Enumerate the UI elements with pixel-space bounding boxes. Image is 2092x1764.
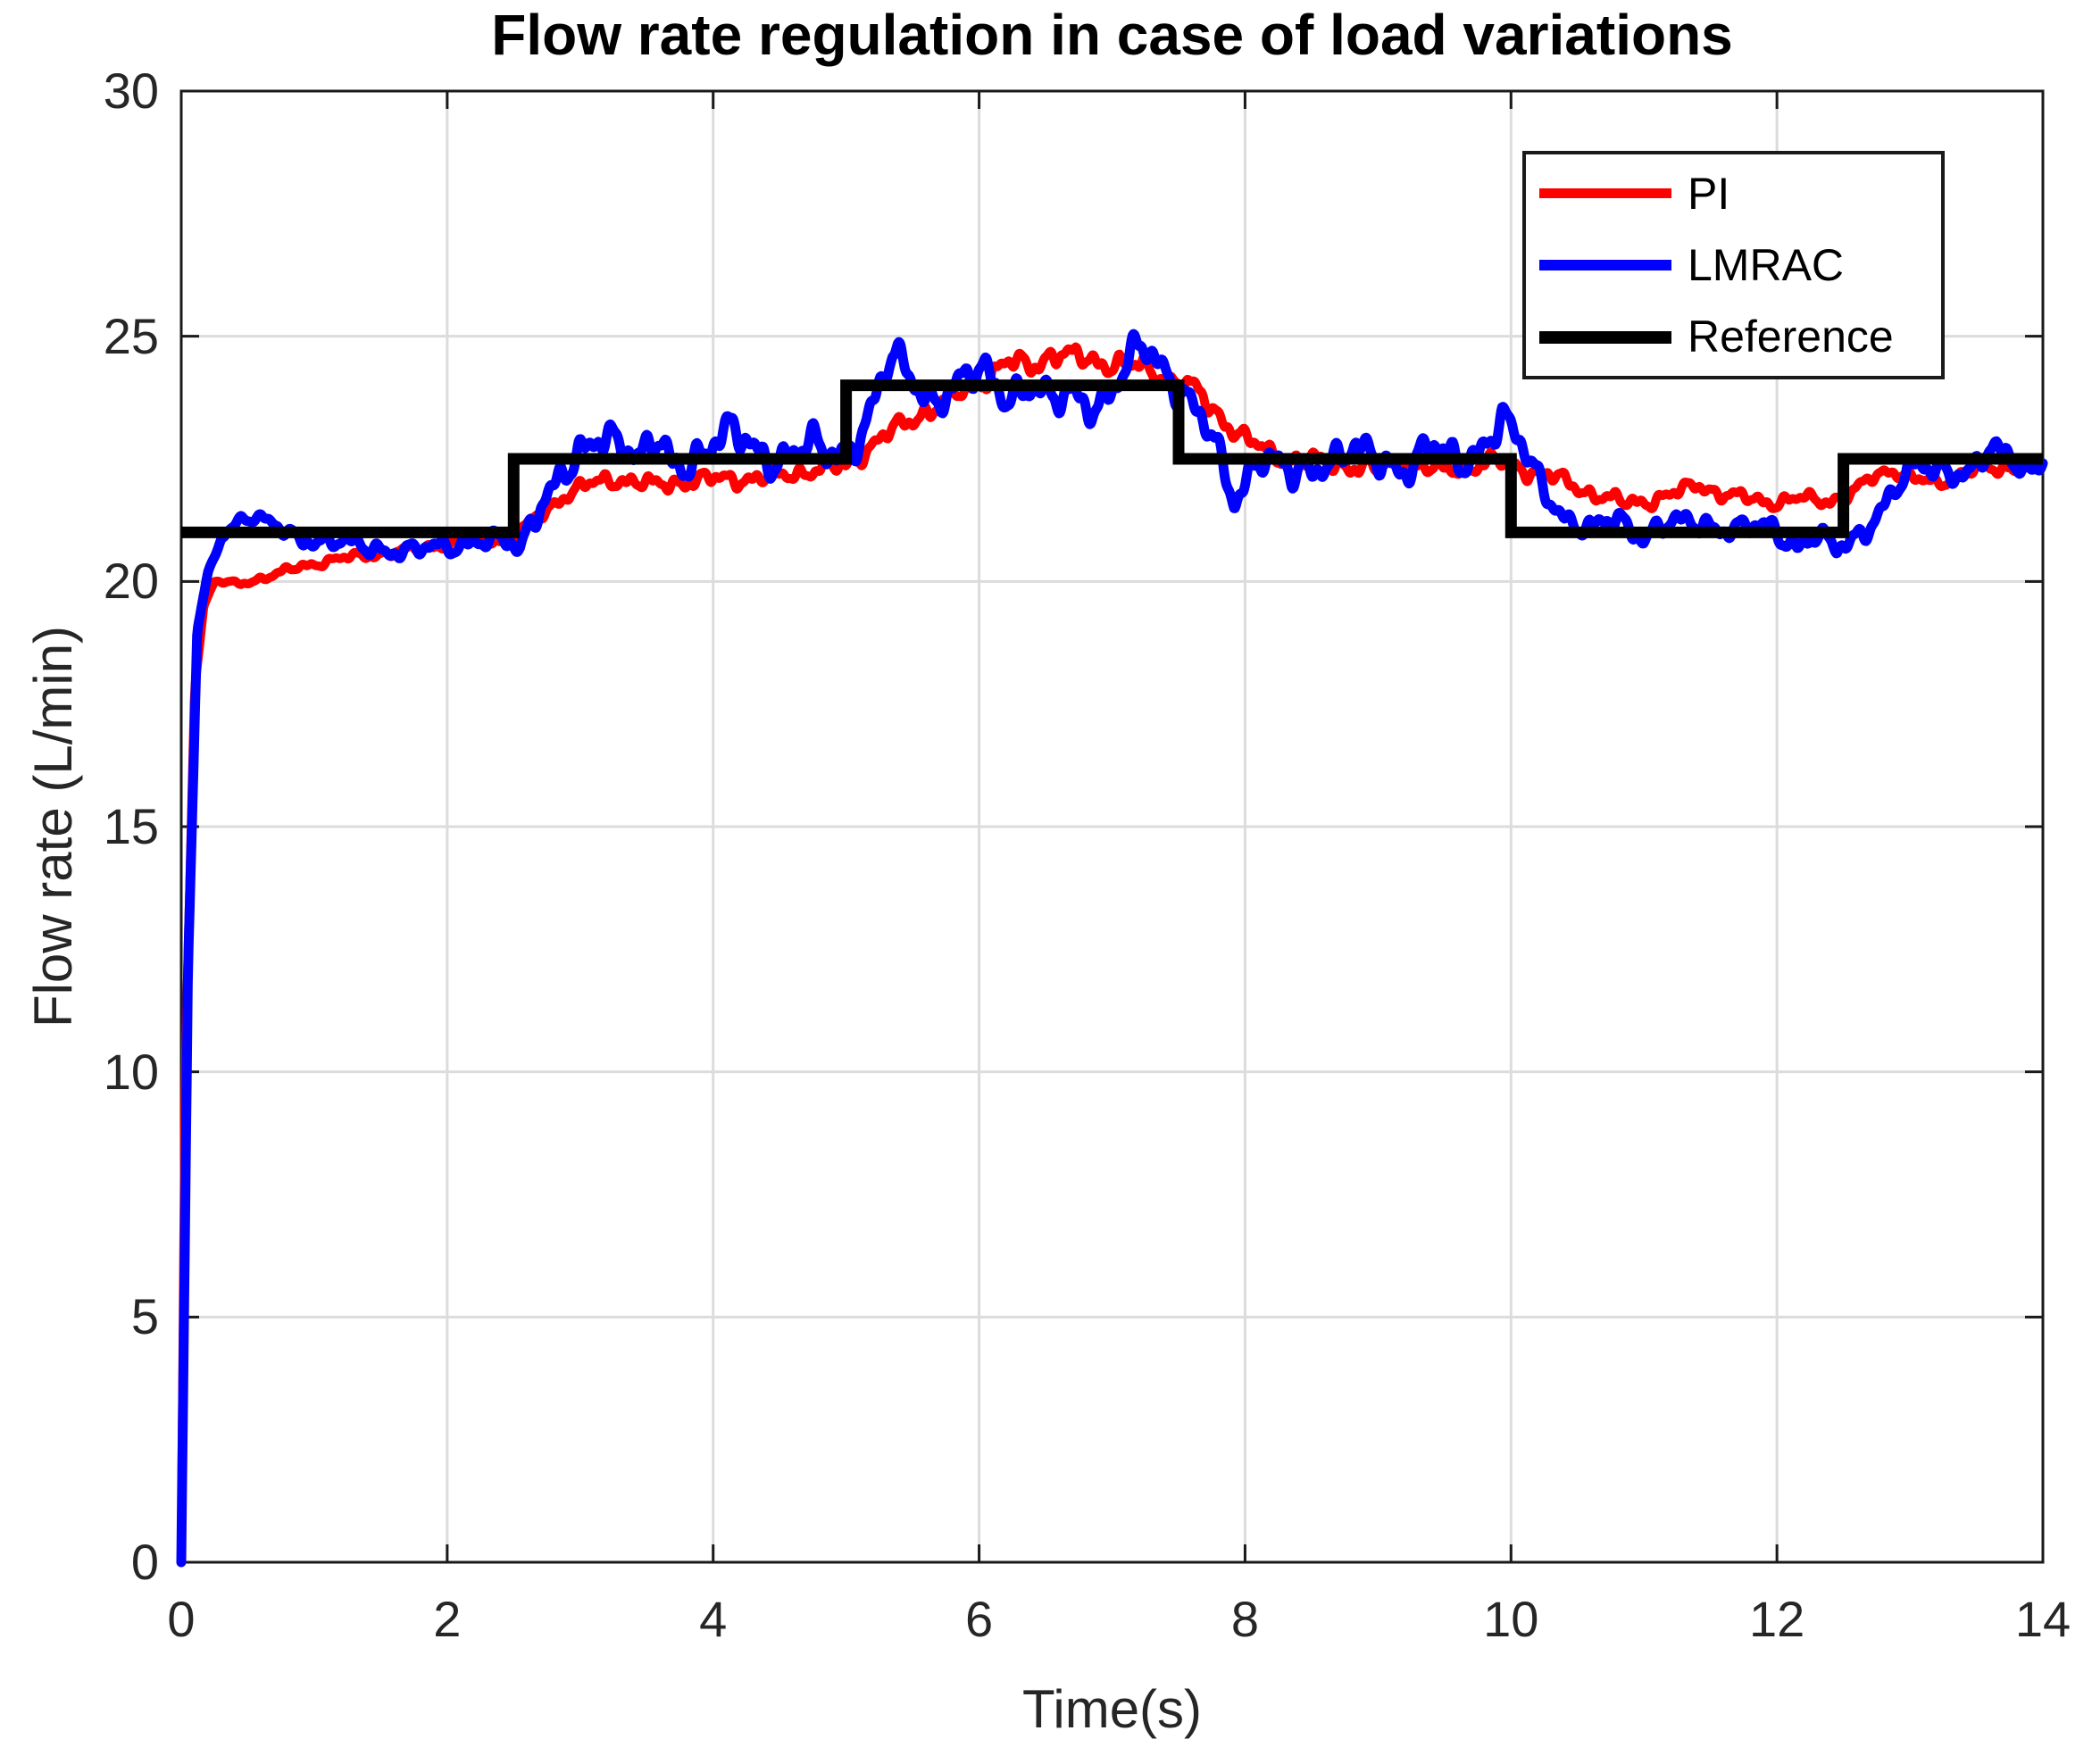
y-tick-label: 0 <box>130 1534 159 1590</box>
x-axis-label: Time(s) <box>1021 1679 1203 1739</box>
y-tick-label: 10 <box>103 1043 159 1100</box>
pi-line-swatch <box>1539 188 1671 198</box>
legend-item-pi: PI <box>1526 169 1941 219</box>
legend-label-reference: Reference <box>1688 312 1894 362</box>
legend-label-pi: PI <box>1688 169 1730 219</box>
x-tick-label: 14 <box>2014 1591 2071 1647</box>
y-tick-label: 20 <box>103 553 159 610</box>
y-tick-label: 25 <box>103 307 159 364</box>
y-tick-label: 30 <box>103 62 159 119</box>
x-tick-label: 4 <box>699 1591 728 1647</box>
x-tick-label: 2 <box>433 1591 462 1647</box>
y-tick-label: 5 <box>130 1288 159 1345</box>
series-reference-line <box>181 379 2043 538</box>
legend-box: PI LMRAC Reference <box>1522 151 1945 379</box>
x-tick-label: 0 <box>167 1591 196 1647</box>
x-tick-label: 10 <box>1483 1591 1539 1647</box>
legend-item-lmrac: LMRAC <box>1526 240 1941 290</box>
series-lmrac-line <box>176 329 2048 1568</box>
x-tick-label: 12 <box>1748 1591 1805 1647</box>
legend-item-reference: Reference <box>1526 312 1941 362</box>
reference-line-swatch <box>1539 331 1671 344</box>
legend-label-lmrac: LMRAC <box>1688 240 1845 290</box>
chart-title: Flow rate regulation in case of load var… <box>491 3 1733 67</box>
x-tick-label: 6 <box>964 1591 994 1647</box>
y-tick-label: 15 <box>103 798 159 854</box>
x-tick-label: 8 <box>1230 1591 1259 1647</box>
lmrac-line-swatch <box>1539 260 1671 270</box>
